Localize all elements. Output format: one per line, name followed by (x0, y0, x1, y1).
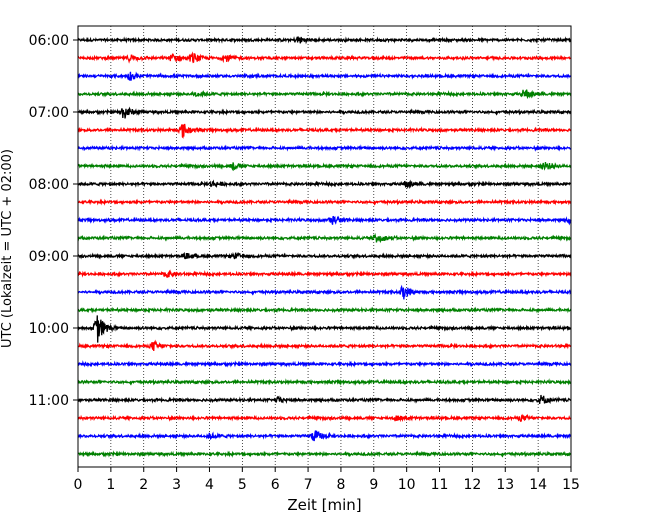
x-tick-label: 10 (398, 477, 416, 493)
trace-1145 (77, 450, 572, 458)
trace-0730 (77, 144, 572, 152)
trace-0645 (77, 89, 572, 100)
x-tick-label: 5 (238, 477, 247, 493)
trace-0745 (77, 161, 572, 172)
trace-0915 (77, 269, 572, 278)
x-tick-label: 9 (369, 477, 378, 493)
plot-frame (77, 25, 572, 468)
x-tick-label: 14 (529, 477, 547, 493)
x-tick-label: 11 (431, 477, 449, 493)
trace-0830 (77, 215, 572, 226)
x-axis-label: Zeit [min] (287, 496, 361, 514)
trace-0700 (77, 106, 572, 119)
x-tick-label: 4 (205, 477, 214, 493)
trace-1130 (77, 430, 572, 442)
trace-0815 (77, 198, 572, 206)
x-tick-label: 7 (304, 477, 313, 493)
trace-1015 (77, 339, 572, 352)
x-tick-label: 2 (139, 477, 148, 493)
y-tick-label: 07:00 (29, 105, 69, 121)
y-tick-label: 10:00 (29, 321, 69, 337)
x-tick-label: 12 (463, 477, 481, 493)
trace-1030 (77, 360, 572, 368)
trace-0615 (77, 51, 572, 64)
y-tick-label: 09:00 (29, 249, 69, 265)
trace-0930 (77, 284, 572, 300)
trace-1100 (77, 394, 572, 405)
trace-0945 (77, 306, 572, 314)
trace-0800 (77, 179, 572, 190)
x-tick-label: 6 (271, 477, 280, 493)
trace-0630 (77, 71, 572, 82)
x-tick-label: 13 (496, 477, 514, 493)
trace-0900 (77, 251, 572, 260)
y-tick-label: 08:00 (29, 177, 69, 193)
trace-0845 (77, 232, 572, 244)
x-tick-label: 8 (336, 477, 345, 493)
y-tick-label: 11:00 (29, 393, 69, 409)
trace-1115 (77, 413, 572, 423)
x-tick-label: 15 (562, 477, 580, 493)
x-tick-label: 3 (172, 477, 181, 493)
y-tick-label: 06:00 (29, 33, 69, 49)
seismic-traces (77, 36, 572, 458)
trace-0600 (77, 36, 572, 45)
trace-0715 (77, 123, 572, 139)
trace-1045 (77, 378, 572, 386)
x-tick-label: 1 (106, 477, 115, 493)
y-axis-ticks: 06:00 07:00 08:00 09:00 10:00 11:00 (29, 33, 78, 409)
x-axis-ticks: 0 1 2 3 4 5 6 7 8 9 10 11 12 13 14 15 (74, 467, 580, 493)
y-axis-label: UTC (Lokalzeit = UTC + 02:00) (0, 149, 15, 348)
trace-1000 (77, 315, 572, 343)
x-tick-label: 0 (74, 477, 83, 493)
